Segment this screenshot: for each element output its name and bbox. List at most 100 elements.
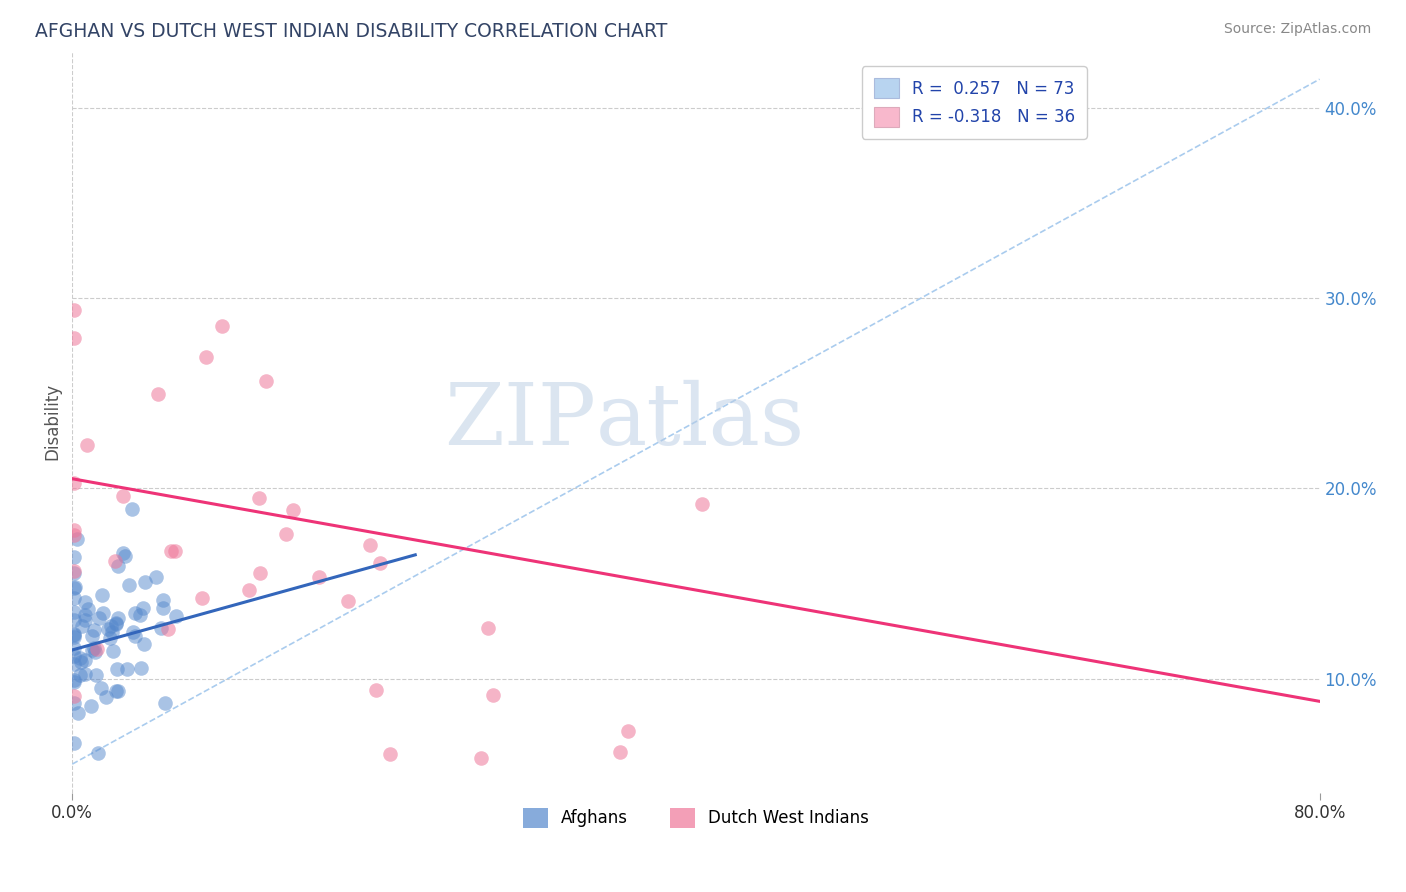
Point [482, 688, 505, 702]
Point [134, 574, 156, 589]
Point [117, 662, 139, 676]
Point [62, 605, 84, 619]
Point [62, 581, 84, 595]
Point [366, 682, 388, 697]
Point [146, 387, 169, 401]
Point [62, 674, 84, 689]
Point [69, 650, 91, 665]
Point [152, 593, 174, 607]
Point [97, 623, 120, 637]
Point [256, 374, 278, 388]
Point [121, 501, 143, 516]
Point [80, 629, 103, 643]
Point [62, 303, 84, 318]
Point [83, 645, 105, 659]
Point [131, 661, 153, 675]
Point [163, 544, 186, 558]
Point [105, 661, 128, 675]
Point [62, 696, 84, 710]
Point [609, 745, 631, 759]
Text: AFGHAN VS DUTCH WEST INDIAN DISABILITY CORRELATION CHART: AFGHAN VS DUTCH WEST INDIAN DISABILITY C… [35, 22, 668, 41]
Point [152, 601, 174, 615]
Point [86, 641, 108, 656]
Point [690, 497, 713, 511]
Point [62, 566, 84, 581]
Point [62, 564, 84, 578]
Text: Source: ZipAtlas.com: Source: ZipAtlas.com [1223, 22, 1371, 37]
Point [101, 644, 124, 658]
Point [62, 591, 84, 605]
Point [80, 698, 103, 713]
Point [165, 608, 187, 623]
Point [276, 527, 298, 541]
Point [73, 607, 96, 622]
Point [91, 606, 114, 620]
Point [83, 640, 105, 655]
Point [370, 556, 392, 570]
Point [75, 613, 97, 627]
Point [62, 613, 84, 627]
Point [62, 657, 84, 672]
Point [83, 623, 105, 637]
Point [157, 622, 180, 636]
Point [65, 580, 87, 594]
Point [191, 591, 214, 606]
Point [76, 438, 98, 452]
Point [70, 655, 93, 669]
Text: ZIP: ZIP [444, 380, 596, 463]
Point [470, 751, 492, 765]
Point [62, 523, 84, 537]
Point [98, 631, 121, 645]
Point [477, 621, 499, 635]
Point [62, 641, 84, 656]
Point [124, 606, 146, 620]
Point [153, 696, 176, 710]
Point [107, 611, 129, 625]
Point [211, 319, 233, 334]
Point [62, 736, 84, 750]
Point [69, 668, 91, 682]
Point [104, 554, 127, 568]
Point [118, 578, 141, 592]
Point [104, 615, 127, 630]
Point [91, 589, 114, 603]
Point [308, 570, 330, 584]
Point [114, 549, 136, 564]
Point [62, 627, 84, 641]
Point [62, 330, 84, 344]
Point [90, 681, 112, 696]
Point [337, 594, 360, 608]
Point [160, 544, 183, 558]
Point [111, 489, 134, 503]
Point [75, 653, 97, 667]
Point [87, 746, 110, 760]
Point [132, 637, 155, 651]
Point [66, 532, 89, 546]
Point [80, 643, 103, 657]
Point [247, 491, 270, 506]
Point [62, 648, 84, 663]
Point [145, 570, 167, 584]
Point [75, 595, 97, 609]
Point [62, 628, 84, 642]
Point [195, 350, 218, 364]
Point [62, 630, 84, 644]
Point [94, 690, 117, 705]
Point [131, 601, 153, 615]
Point [281, 503, 304, 517]
Point [62, 475, 84, 490]
Point [111, 546, 134, 560]
Point [149, 621, 172, 635]
Point [62, 689, 84, 703]
Point [70, 618, 93, 632]
Point [62, 673, 84, 688]
Point [77, 601, 100, 615]
Point [62, 527, 84, 541]
Point [107, 559, 129, 574]
Point [238, 582, 260, 597]
Point [122, 624, 145, 639]
Point [107, 684, 129, 698]
Point [105, 616, 128, 631]
Point [84, 668, 107, 682]
Legend: Afghans, Dutch West Indians: Afghans, Dutch West Indians [515, 799, 877, 837]
